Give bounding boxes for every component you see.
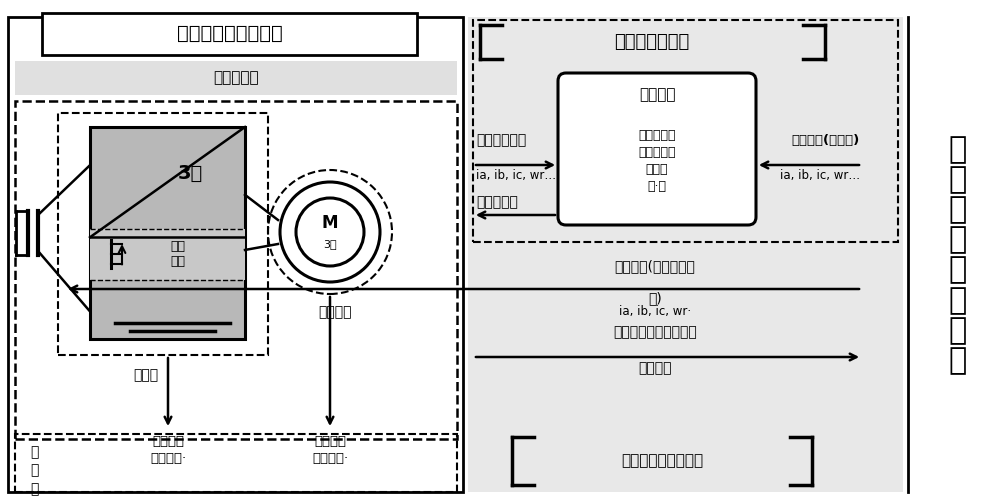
Text: 定子电阻
定子电感·: 定子电阻 定子电感· [312, 435, 348, 465]
Text: 智能算法: 智能算法 [639, 87, 675, 102]
Bar [15, 61, 457, 95]
Text: 运行状态监测与预测: 运行状态监测与预测 [621, 453, 703, 469]
Text: 实
际
电
路
参
数
运
行: 实 际 电 路 参 数 运 行 [949, 135, 967, 375]
Text: 构建含特征参数模型: 构建含特征参数模型 [177, 24, 282, 43]
Bar [90, 229, 245, 280]
Bar [42, 13, 417, 55]
Bar [468, 17, 903, 492]
Text: 功率
器件: 功率 器件 [170, 240, 186, 268]
Bar [58, 113, 268, 355]
Bar [15, 434, 457, 492]
Text: 导通压降
导通电阻·: 导通压降 导通电阻· [150, 435, 186, 465]
Text: 3～: 3～ [323, 239, 337, 249]
Text: 3～: 3～ [178, 164, 203, 183]
Text: 特
征
参
数
量: 特 征 参 数 量 [30, 445, 38, 497]
Text: （粒子群，
遗传算法，
神经网
络·）: （粒子群， 遗传算法， 神经网 络·） [638, 129, 676, 193]
FancyBboxPatch shape [558, 73, 756, 225]
Text: 曳引电机: 曳引电机 [318, 305, 352, 319]
Text: 数字孪生输出: 数字孪生输出 [476, 133, 526, 147]
Text: 模型训练与验证: 模型训练与验证 [614, 33, 690, 51]
Text: 实际输出(无故障、故: 实际输出(无故障、故 [615, 259, 695, 273]
Text: 障): 障) [648, 275, 662, 305]
Text: 逆变器: 逆变器 [134, 368, 159, 382]
Bar [15, 101, 457, 439]
Text: 参数，故障类型、位置: 参数，故障类型、位置 [613, 325, 697, 339]
Text: 数字孪生体: 数字孪生体 [213, 71, 259, 85]
Text: 实际输出(无故障): 实际输出(无故障) [792, 134, 860, 147]
Text: M: M [322, 214, 338, 232]
Text: 故障预测: 故障预测 [638, 361, 672, 375]
Text: ia, ib, ic, wr…: ia, ib, ic, wr… [476, 169, 556, 182]
Bar [8, 17, 463, 492]
Bar [90, 127, 245, 339]
Text: 修正、训练: 修正、训练 [476, 195, 518, 209]
Text: ia, ib, ic, wr…: ia, ib, ic, wr… [780, 169, 860, 182]
Text: ia, ib, ic, wr·: ia, ib, ic, wr· [619, 305, 691, 318]
Bar [473, 20, 898, 242]
